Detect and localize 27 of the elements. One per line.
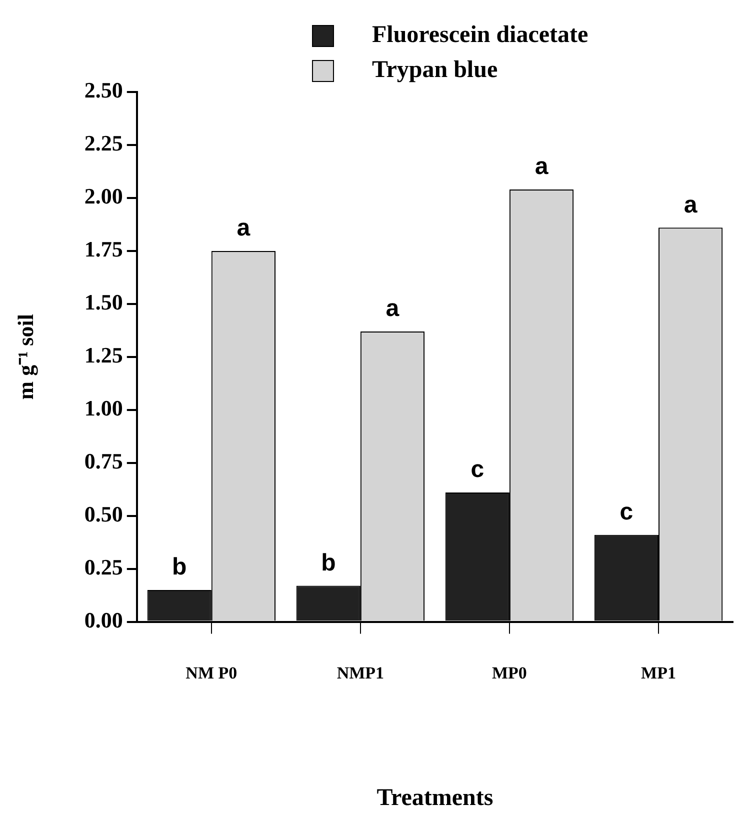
y-tick-label: 2.00 <box>84 184 123 209</box>
annotation: b <box>172 554 187 581</box>
legend-label: Fluorescein diacetate <box>372 22 588 49</box>
y-tick-label: 0.00 <box>84 607 123 632</box>
x-tick-label: MP1 <box>641 663 676 682</box>
annotation: b <box>321 549 336 576</box>
y-tick-label: 2.50 <box>84 78 123 103</box>
annotation: a <box>534 153 549 180</box>
y-tick-label: 0.50 <box>84 502 123 527</box>
annotation: a <box>236 214 251 242</box>
y-tick-label: 2.25 <box>84 130 123 156</box>
y-tick-label: 1.50 <box>84 290 123 315</box>
y-tick-label: 1.00 <box>84 396 123 421</box>
annotation: c <box>620 498 634 526</box>
x-axis-title: Treatments <box>376 784 494 811</box>
y-tick-label: 1.75 <box>84 236 123 262</box>
y-axis-title: m g⁻¹ soil <box>12 314 38 400</box>
annotation: a <box>386 295 400 322</box>
y-tick-label: 1.25 <box>84 342 123 368</box>
y-tick-label: 0.75 <box>84 448 123 474</box>
x-tick-label: NMP1 <box>336 663 384 682</box>
y-tick-label: 0.25 <box>84 554 123 580</box>
x-tick-label: MP0 <box>492 663 527 682</box>
annotation: a <box>684 191 698 218</box>
annotation: c <box>470 456 484 484</box>
legend-label: Trypan blue <box>372 57 498 84</box>
x-tick-label: NM P0 <box>186 663 238 682</box>
